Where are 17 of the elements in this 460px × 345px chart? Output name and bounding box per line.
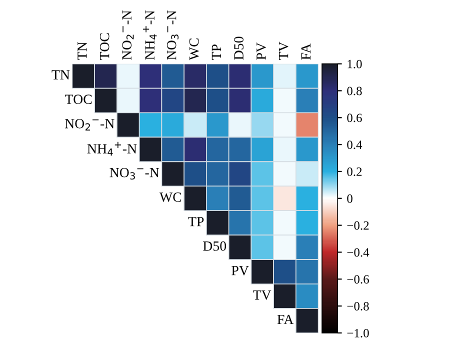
x-tick-label: WC [189, 38, 199, 60]
color-bar-label: 0.4 [347, 140, 362, 150]
color-bar-label: 0.6 [347, 114, 362, 122]
color-bar-label: −0.4 [347, 248, 370, 257]
color-bar-label: 0.2 [347, 167, 362, 176]
color-bar-label: −0.8 [347, 302, 369, 311]
x-tick-label: TV [279, 42, 288, 60]
color-bar-label: 1.0 [348, 60, 362, 68]
x-tick-label: FA [301, 44, 310, 60]
x-tick-label: TP [212, 44, 221, 60]
color-bar-label: 0.8 [347, 86, 362, 96]
color-bar-label: −0.6 [347, 275, 369, 284]
color-bar-label: −1.0 [347, 328, 369, 338]
x-tick-label: D50 [234, 36, 244, 60]
color-bar-label: −0.2 [347, 221, 369, 230]
color-bar-label: 0 [347, 194, 352, 203]
x-tick-label: PV [256, 42, 266, 60]
